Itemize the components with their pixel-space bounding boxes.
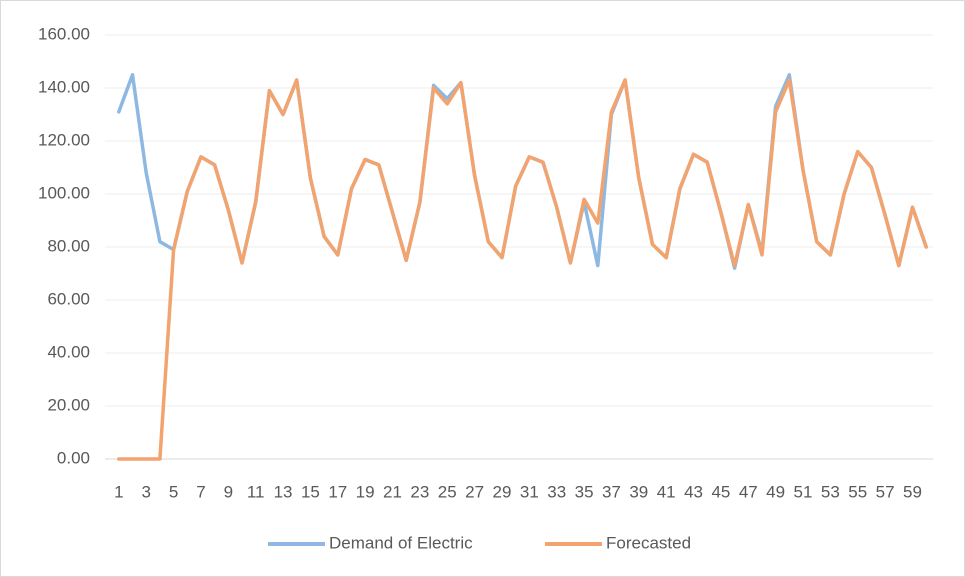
x-tick-label: 13 [274,482,293,501]
legend-label: Forecasted [606,533,691,552]
y-tick-label: 0.00 [57,448,90,467]
x-tick-label: 15 [301,482,320,501]
x-tick-label: 43 [684,482,703,501]
x-tick-label: 59 [903,482,922,501]
x-tick-label: 55 [848,482,867,501]
x-tick-label: 31 [520,482,539,501]
x-tick-label: 11 [247,482,265,501]
x-tick-label: 35 [575,482,594,501]
x-tick-label: 1 [114,482,123,501]
x-tick-label: 7 [196,482,205,501]
x-tick-label: 25 [438,482,457,501]
y-tick-label: 120.00 [38,130,90,149]
x-tick-label: 29 [493,482,512,501]
x-tick-label: 17 [328,482,347,501]
x-tick-label: 5 [169,482,178,501]
x-tick-label: 19 [356,482,375,501]
x-tick-label: 9 [224,482,233,501]
legend-label: Demand of Electric [329,533,473,552]
x-tick-label: 37 [602,482,621,501]
y-tick-label: 40.00 [47,342,90,361]
series-line [117,78,928,461]
y-tick-label: 80.00 [47,236,90,255]
y-tick-label: 100.00 [38,183,90,202]
x-tick-label: 51 [794,482,813,501]
x-tick-label: 53 [821,482,840,501]
x-tick-label: 57 [876,482,895,501]
x-tick-label: 33 [547,482,566,501]
y-tick-label: 60.00 [47,289,90,308]
y-tick-label: 160.00 [38,24,90,43]
x-tick-label: 41 [657,482,676,501]
y-tick-label: 20.00 [47,395,90,414]
x-tick-label: 27 [465,482,484,501]
x-tick-label: 21 [383,482,402,501]
x-tick-label: 39 [629,482,648,501]
x-tick-label: 45 [711,482,730,501]
y-tick-label: 140.00 [38,77,90,96]
x-tick-label: 49 [766,482,785,501]
x-tick-label: 23 [410,482,429,501]
x-tick-label: 3 [141,482,150,501]
x-tick-label: 47 [739,482,758,501]
